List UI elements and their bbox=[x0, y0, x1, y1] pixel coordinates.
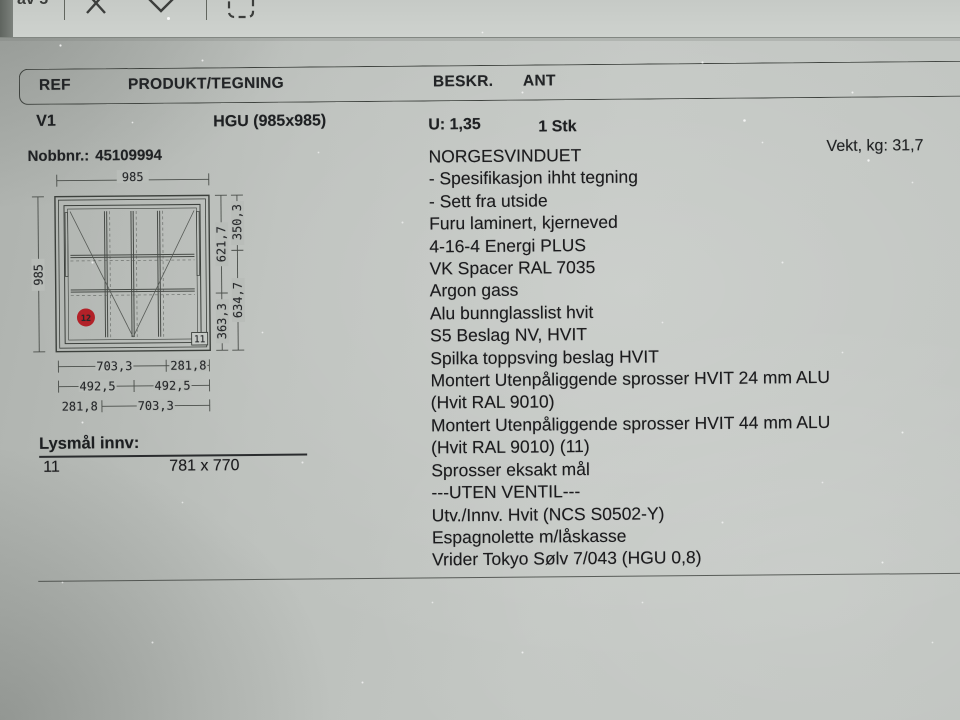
lysmal-heading: Lysmål innv: bbox=[38, 432, 308, 458]
column-header-beskr: BESKR. bbox=[432, 72, 494, 91]
spec-line: Montert Utenpåliggende sprosser HVIT 44 … bbox=[430, 411, 831, 436]
dim-bottom-2b: 492,5 bbox=[154, 379, 190, 393]
pdf-viewer-toolbar: av 5 bbox=[0, 0, 960, 38]
spec-line: Vrider Tokyo Sølv 7/043 (HGU 0,8) bbox=[432, 547, 702, 570]
spec-list: NORGESVINDUET - Spesifikasjon ihht tegni… bbox=[428, 142, 831, 571]
u-value: U: 1,35 bbox=[428, 115, 481, 134]
dim-bottom-2a: 492,5 bbox=[79, 379, 115, 393]
dim-top-width: 985 bbox=[122, 170, 144, 184]
dim-right-inner-top: 621,7 bbox=[214, 226, 228, 262]
lysmal-size: 781 x 770 bbox=[169, 457, 240, 475]
window-drawing: 985 985 bbox=[31, 169, 246, 414]
selection-marquee-icon[interactable] bbox=[226, 0, 256, 20]
dim-bottom-3a: 281,8 bbox=[62, 399, 98, 413]
position-badge-circle bbox=[76, 308, 95, 327]
column-header-ant: ANT bbox=[522, 72, 556, 90]
product-value: HGU (985x985) bbox=[213, 112, 327, 131]
field-label-number: 11 bbox=[194, 334, 206, 345]
table-header-row: REF PRODUKT/TEGNING BESKR. ANT bbox=[18, 60, 960, 106]
dim-bottom-1a: 703,3 bbox=[96, 359, 132, 373]
field-label-box bbox=[191, 331, 209, 346]
weight-value: Vekt, kg: 31,7 bbox=[826, 137, 924, 155]
chevron-down-icon[interactable] bbox=[146, 0, 176, 14]
screen-edge-shadow bbox=[0, 0, 13, 37]
spec-line: Montert Utenpåliggende sprosser HVIT 24 … bbox=[430, 367, 831, 391]
section-divider bbox=[38, 572, 960, 582]
lysmal-row-id: 11 bbox=[43, 458, 60, 476]
column-header-ref: REF bbox=[38, 76, 71, 94]
toolbar-divider bbox=[206, 0, 207, 20]
dim-bottom-1b: 281,8 bbox=[170, 358, 206, 372]
dim-right-outer-top: 350,3 bbox=[230, 204, 244, 240]
column-header-product: PRODUKT/TEGNING bbox=[127, 74, 285, 94]
quantity-value: 1 Stk bbox=[538, 118, 577, 136]
ref-value: V1 bbox=[36, 112, 56, 130]
dim-right-inner-bottom: 363,3 bbox=[215, 303, 229, 339]
dim-left-height: 985 bbox=[31, 264, 45, 286]
dim-bottom-3b: 703,3 bbox=[138, 399, 174, 413]
toolbar-divider bbox=[64, 0, 65, 20]
page-count-indicator: av 5 bbox=[17, 0, 48, 9]
close-icon[interactable] bbox=[84, 0, 108, 16]
position-badge-number: 12 bbox=[81, 314, 91, 324]
dim-right-outer-bottom: 634,7 bbox=[231, 282, 245, 318]
